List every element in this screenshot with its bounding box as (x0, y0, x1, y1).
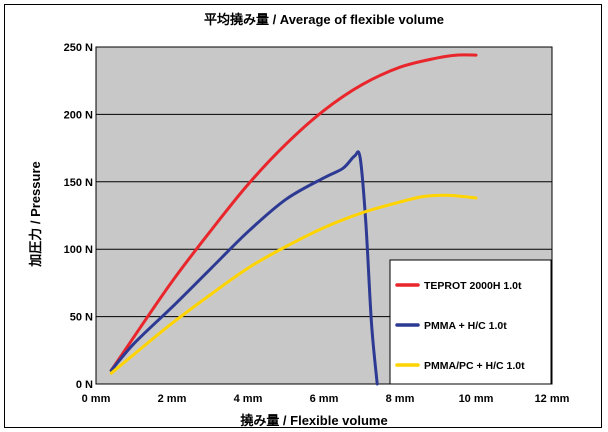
chart-frame (4, 4, 602, 428)
x-tick-label: 0 mm (82, 393, 111, 405)
y-tick-label: 50 N (70, 312, 93, 324)
series-line-1 (109, 53, 478, 372)
y-tick-label: 150 N (64, 177, 93, 189)
x-tick-label: 8 mm (386, 393, 415, 405)
legend-label-1: TEPROT 2000H 1.0t (424, 280, 522, 292)
y-tick-label: 250 N (64, 42, 93, 54)
x-tick-label: 2 mm (158, 393, 187, 405)
x-tick-label: 10 mm (459, 393, 494, 405)
x-axis-label: 撓み量 / Flexible volume (240, 413, 387, 428)
series-lines (109, 53, 478, 386)
x-tick-label: 4 mm (234, 393, 263, 405)
legend-label-2: PMMA + H/C 1.0t (424, 320, 507, 332)
chart-title: 平均撓み量 / Average of flexible volume (204, 12, 444, 27)
x-tick-label: 6 mm (310, 393, 339, 405)
x-tick-labels: 0 mm 2 mm 4 mm 6 mm 8 mm 10 mm 12 mm (82, 393, 570, 405)
x-tick-label: 12 mm (535, 393, 570, 405)
y-axis-label: 加圧力 / Pressure (28, 161, 43, 268)
legend: TEPROT 2000H 1.0t PMMA + H/C 1.0t PMMA/PC … (389, 259, 552, 385)
legend-label-3: PMMA/PC + H/C 1.0t (424, 360, 525, 372)
series-line-2 (109, 150, 379, 386)
y-tick-label: 0 N (76, 379, 93, 391)
series-line-3 (109, 193, 478, 375)
y-tick-labels: 0 N 50 N 100 N 150 N 200 N 250 N (64, 42, 93, 391)
y-tick-label: 100 N (64, 244, 93, 256)
y-tick-label: 200 N (64, 109, 93, 121)
